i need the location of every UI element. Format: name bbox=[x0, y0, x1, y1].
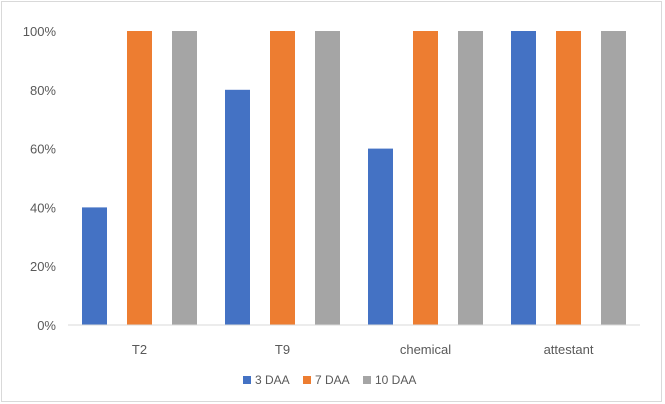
bar-3-daa-attestant bbox=[511, 31, 536, 325]
y-tick-label: 80% bbox=[30, 83, 56, 98]
bar-10-daa-t9 bbox=[315, 31, 340, 325]
x-tick-label: T9 bbox=[275, 342, 290, 357]
x-tick-label: T2 bbox=[132, 342, 147, 357]
x-axis: T2 T9 chemical attestant bbox=[132, 342, 594, 357]
bar-3-daa-chemical bbox=[368, 148, 393, 325]
legend-label: 3 DAA bbox=[255, 373, 290, 387]
bar-10-daa-attestant bbox=[601, 31, 626, 325]
y-tick-label: 60% bbox=[30, 142, 56, 157]
legend-swatch bbox=[303, 376, 311, 384]
legend-label: 7 DAA bbox=[315, 373, 350, 387]
y-tick-label: 40% bbox=[30, 200, 56, 215]
x-tick-label: attestant bbox=[544, 342, 594, 357]
y-tick-label: 0% bbox=[37, 318, 56, 333]
bar-3-daa-t9 bbox=[225, 89, 250, 325]
bars-group bbox=[82, 31, 626, 325]
legend-label: 10 DAA bbox=[375, 373, 416, 387]
legend-swatch bbox=[243, 376, 251, 384]
bar-10-daa-t2 bbox=[172, 31, 197, 325]
legend: 3 DAA 7 DAA 10 DAA bbox=[243, 373, 416, 387]
bar-7-daa-t2 bbox=[127, 31, 152, 325]
y-axis: 0% 20% 40% 60% 80% 100% bbox=[23, 24, 57, 333]
bar-7-daa-chemical bbox=[413, 31, 438, 325]
bar-7-daa-attestant bbox=[556, 31, 581, 325]
bar-10-daa-chemical bbox=[458, 31, 483, 325]
y-tick-label: 100% bbox=[23, 24, 57, 39]
y-tick-label: 20% bbox=[30, 259, 56, 274]
legend-swatch bbox=[363, 376, 371, 384]
x-tick-label: chemical bbox=[400, 342, 451, 357]
bar-7-daa-t9 bbox=[270, 31, 295, 325]
bar-3-daa-t2 bbox=[82, 207, 107, 325]
